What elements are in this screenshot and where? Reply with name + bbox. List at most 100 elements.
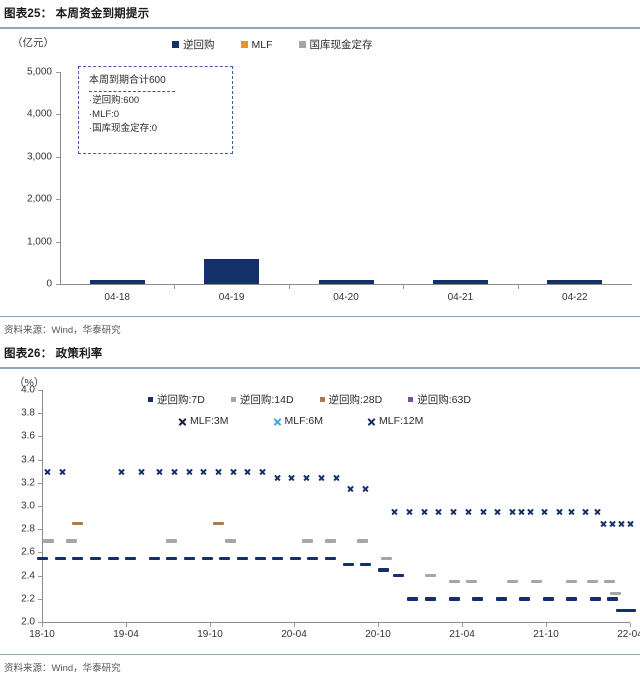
legend-item-repo-28d[interactable]: 逆回购:28D: [319, 392, 382, 407]
square-marker-icon: [319, 397, 325, 402]
x-axis-label: 04-18: [104, 292, 130, 303]
data-point-marker: [72, 521, 84, 526]
data-point-marker: [507, 579, 519, 584]
x-axis-label: 21-10: [533, 629, 559, 640]
legend-label: 逆回购:7D: [157, 394, 205, 406]
data-point-marker: [54, 556, 66, 561]
data-point-marker: [607, 597, 619, 601]
data-point-marker: [360, 562, 372, 566]
square-marker-icon: [298, 41, 306, 48]
data-point-marker: [566, 579, 578, 584]
y-axis-tick: [38, 529, 42, 531]
x-axis-line: [60, 284, 632, 285]
legend-label: 国库现金定存: [309, 39, 373, 51]
legend-item-repo-63d[interactable]: 逆回购:63D: [408, 392, 471, 407]
x-axis-label: 04-22: [562, 292, 588, 303]
x-axis-label: 19-04: [113, 629, 139, 640]
y-axis-label: 3.4: [21, 454, 35, 466]
square-marker-icon: [172, 41, 179, 48]
data-point-marker: [519, 597, 531, 601]
data-point-marker: [594, 508, 601, 515]
data-point-marker: [391, 508, 398, 515]
data-point-marker: [44, 468, 51, 475]
data-point-marker: [66, 539, 78, 543]
data-point-marker: [582, 508, 589, 515]
data-point-marker: [425, 574, 437, 578]
y-axis-tick: [56, 114, 60, 116]
y-axis-tick: [38, 506, 42, 507]
data-point-marker: [89, 556, 101, 561]
data-point-marker: [625, 608, 636, 613]
y-axis-tick: [38, 598, 42, 600]
data-point-marker: [407, 597, 419, 601]
x-axis-label: 04-21: [447, 292, 474, 303]
x-axis-label: 20-04: [281, 629, 307, 640]
data-point-marker: [347, 485, 354, 492]
exhibit-26-plot: 2.0 2.2 2.4 2.6 2.8 3.0 3.2 3.4 3.6 3.8 4.0 18-10 19…: [0, 380, 640, 652]
y-axis-label: 2.0: [21, 616, 35, 628]
y-axis-label: 4.0: [21, 384, 35, 396]
data-point-marker: [586, 579, 598, 584]
data-point-marker: [148, 556, 160, 561]
legend-item-repo-7d[interactable]: 逆回购:7D: [148, 392, 205, 407]
data-point-marker: [509, 508, 516, 515]
data-point-marker: [274, 474, 281, 481]
data-point-marker: [527, 508, 534, 515]
y-axis-tick: [56, 284, 60, 285]
exhibit-25-panel: 图表25： 本周资金到期提示 （亿元） 逆回购 MLF 国库现金定存 0 1,00…: [0, 8, 640, 336]
legend-item-repo-14d[interactable]: 逆回购:14D: [230, 392, 294, 407]
x-axis-label: 20-10: [365, 629, 391, 640]
legend-item-mlf-6m[interactable]: MLF:6M: [273, 415, 324, 427]
data-point-marker: [421, 508, 428, 515]
data-point-marker: [618, 520, 625, 527]
y-axis-tick: [56, 156, 60, 158]
x-axis-tick: [630, 623, 631, 627]
data-point-marker: [472, 597, 484, 601]
data-point-marker: [448, 579, 460, 584]
data-point-marker: [627, 520, 634, 527]
data-point-marker: [362, 485, 369, 492]
legend-item-treasury-cash-deposit[interactable]: 国库现金定存: [298, 37, 373, 52]
data-point-marker: [466, 579, 478, 584]
y-axis-label: 4,000: [26, 108, 52, 120]
data-point-marker: [325, 556, 337, 561]
legend-item-mlf-3m[interactable]: MLF:3M: [178, 415, 229, 427]
y-axis-tick: [56, 72, 60, 73]
y-axis-label: 3.2: [21, 477, 35, 489]
x-axis-label: 19-10: [197, 629, 223, 640]
data-point-marker: [171, 468, 178, 475]
y-axis-tick: [38, 390, 42, 391]
y-axis-label: 3.6: [21, 430, 35, 442]
y-axis-label: 1,000: [26, 236, 52, 248]
legend-label: MLF:3M: [190, 415, 229, 427]
data-point-marker: [325, 539, 337, 543]
y-axis-tick: [38, 413, 42, 415]
legend-item-mlf[interactable]: MLF: [240, 39, 273, 51]
y-axis-label: 3,000: [26, 151, 52, 163]
exhibit-26-legend-row-1: 逆回购:7D 逆回购:14D 逆回购:28D 逆回购:63D: [148, 392, 640, 407]
legend-item-mlf-12m[interactable]: MLF:12M: [367, 415, 423, 427]
data-point-marker: [186, 468, 193, 475]
x-axis-tick: [517, 285, 519, 289]
bar: [89, 279, 145, 284]
x-axis-label: 04-19: [218, 292, 245, 303]
x-axis-tick: [462, 623, 463, 627]
data-point-marker: [259, 468, 266, 475]
data-point-marker: [289, 556, 301, 561]
legend-label: 逆回购:63D: [417, 394, 471, 406]
y-axis-label: 2.8: [21, 523, 35, 535]
data-point-marker: [448, 597, 460, 601]
data-point-marker: [225, 539, 237, 543]
square-marker-icon: [408, 397, 414, 402]
exhibit-25-source: 资料来源：Wind，华泰研究: [0, 316, 640, 336]
note-line-reverse-repo: ·逆回购:600: [89, 95, 140, 106]
data-point-marker: [118, 468, 125, 475]
data-point-marker: [530, 579, 542, 584]
data-point-marker: [604, 579, 616, 584]
data-point-marker: [230, 468, 237, 475]
data-point-marker: [541, 508, 548, 515]
legend-label: 逆回购:14D: [239, 394, 294, 406]
legend-item-reverse-repo[interactable]: 逆回购: [172, 37, 215, 52]
y-axis-line: [42, 390, 43, 623]
bar: [547, 279, 603, 284]
